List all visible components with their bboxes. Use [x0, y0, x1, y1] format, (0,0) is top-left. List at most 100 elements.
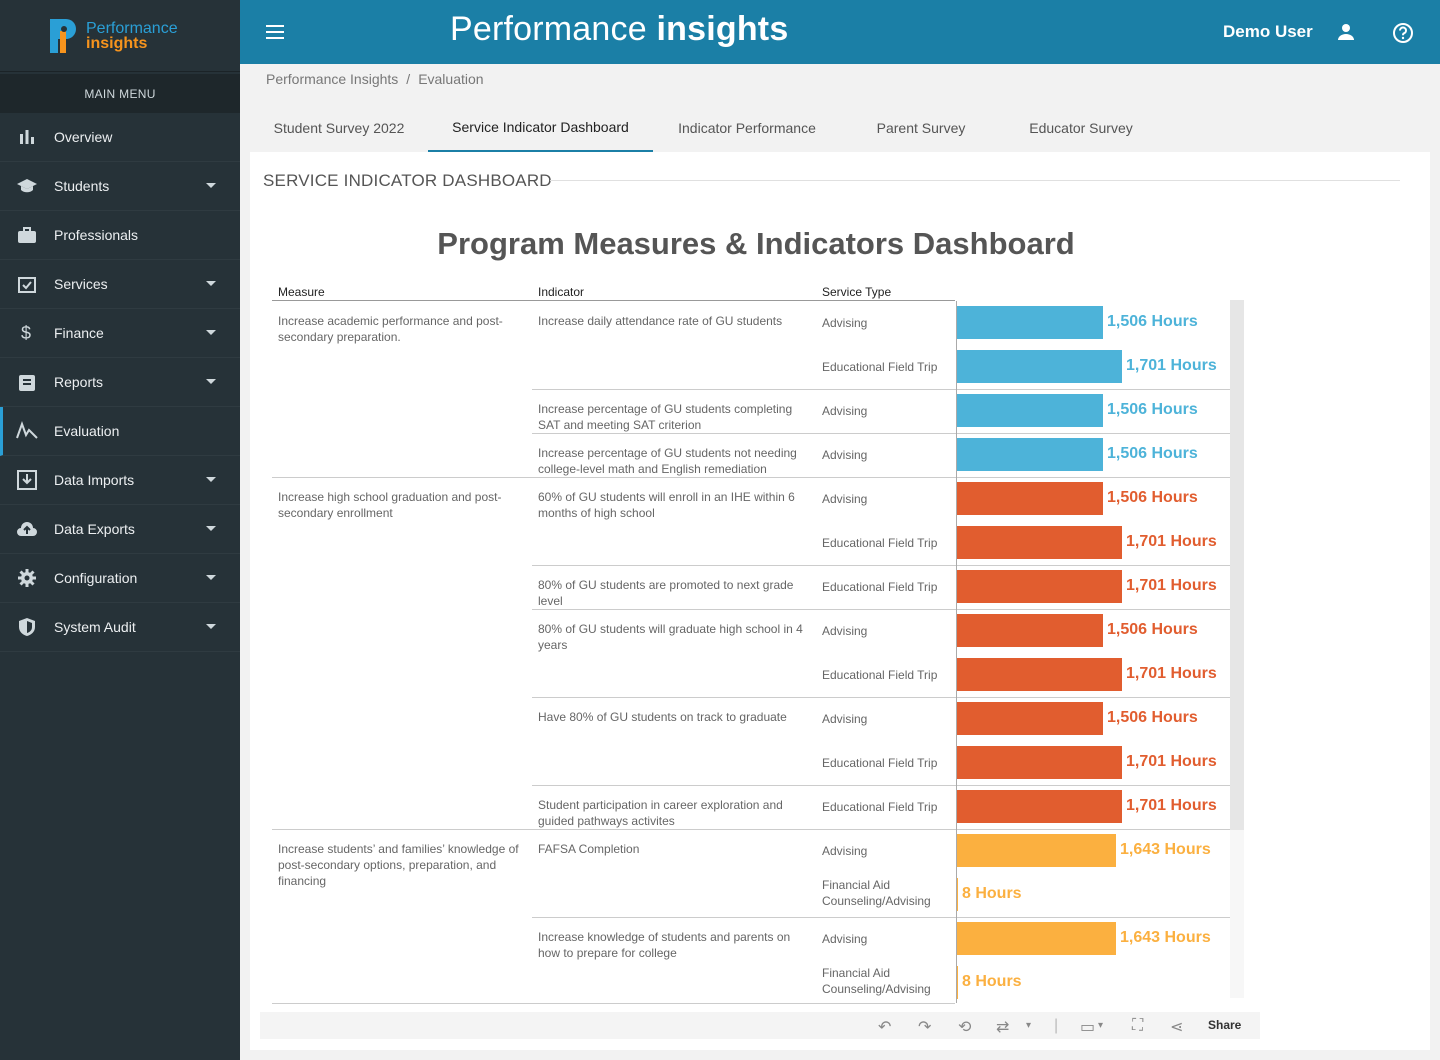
section-divider — [550, 180, 1400, 181]
undo-icon[interactable]: ↶ — [878, 1019, 892, 1036]
section-title: SERVICE INDICATOR DASHBOARD — [263, 171, 552, 190]
user-icon[interactable] — [1336, 22, 1356, 47]
sidebar-item-finance[interactable]: $ Finance — [0, 309, 240, 358]
hours-bar[interactable] — [957, 394, 1103, 427]
chevron-down-icon[interactable] — [206, 477, 216, 482]
logo-text-line1: Performance — [86, 19, 178, 37]
indicator-divider — [532, 917, 1230, 918]
chevron-down-icon[interactable] — [206, 379, 216, 384]
breadcrumb-root[interactable]: Performance Insights — [266, 71, 399, 87]
user-name[interactable]: Demo User — [1223, 22, 1313, 41]
hours-bar[interactable] — [957, 306, 1103, 339]
hours-bar[interactable] — [957, 482, 1103, 515]
hours-bar[interactable] — [957, 658, 1122, 691]
hours-data-label: 1,643 Hours — [1120, 841, 1211, 858]
service-type-label: Advising — [822, 404, 868, 418]
sidebar-item-data-exports[interactable]: Data Exports — [0, 505, 240, 554]
sidebar-item-services[interactable]: Services — [0, 260, 240, 309]
sidebar-item-data-imports[interactable]: Data Imports — [0, 456, 240, 505]
comment-icon[interactable]: ▭ — [1080, 1019, 1096, 1036]
indicator-label: FAFSA Completion — [538, 842, 640, 856]
clipboard-icon — [16, 371, 38, 393]
column-header-measure: Measure — [278, 285, 325, 299]
indicator-label: Increase percentage of GU students compl… — [538, 402, 793, 432]
hours-bar[interactable] — [957, 834, 1116, 867]
hours-bar[interactable] — [957, 878, 958, 911]
hamburger-menu-icon[interactable] — [266, 25, 284, 43]
hours-data-label: 1,506 Hours — [1107, 401, 1198, 418]
redo-icon[interactable]: ↷ — [918, 1019, 932, 1036]
sidebar-item-system-audit[interactable]: System Audit — [0, 603, 240, 652]
chevron-down-icon[interactable] — [206, 330, 216, 335]
fullscreen-icon[interactable]: ⛶ — [1132, 1017, 1144, 1034]
header-divider — [272, 300, 955, 301]
sidebar-item-evaluation[interactable]: Evaluation — [0, 407, 240, 456]
help-icon[interactable] — [1392, 22, 1414, 49]
hours-data-label: 1,701 Hours — [1126, 357, 1217, 374]
sidebar-item-professionals[interactable]: Professionals — [0, 211, 240, 260]
measure-divider — [272, 477, 1230, 478]
indicator-divider — [532, 433, 1230, 434]
column-header-indicator: Indicator — [538, 285, 585, 299]
tab-indicator-performance[interactable]: Indicator Performance — [678, 120, 816, 136]
chevron-down-icon[interactable] — [206, 526, 216, 531]
chevron-down-icon[interactable] — [206, 281, 216, 286]
hours-data-label: 1,506 Hours — [1107, 489, 1198, 506]
hours-bar[interactable] — [957, 790, 1122, 823]
revert-icon[interactable]: ⟲ — [958, 1019, 972, 1036]
hours-bar[interactable] — [957, 966, 958, 999]
service-type-label: Advising — [822, 448, 868, 462]
sidebar: Performance insights MAIN MENU Overview S… — [0, 0, 240, 1060]
hours-bar[interactable] — [957, 702, 1103, 735]
hours-data-label: 1,701 Hours — [1126, 533, 1217, 550]
toolbar-divider: | — [1054, 1017, 1059, 1034]
hours-bar[interactable] — [957, 438, 1103, 471]
import-icon — [16, 469, 38, 491]
service-type-label: Advising — [822, 492, 868, 506]
cloud-upload-icon — [16, 518, 38, 540]
svg-text:$: $ — [21, 323, 31, 343]
comment-dropdown-icon[interactable]: ▾ — [1098, 1020, 1104, 1031]
sidebar-item-reports[interactable]: Reports — [0, 358, 240, 407]
indicator-divider — [532, 785, 1230, 786]
sidebar-item-label: Overview — [54, 129, 113, 145]
tab-service-indicator-dashboard[interactable]: Service Indicator Dashboard — [428, 104, 653, 152]
table-bottom-divider — [272, 1003, 955, 1004]
evaluation-icon — [16, 420, 38, 442]
chevron-down-icon[interactable] — [206, 575, 216, 580]
chevron-down-icon[interactable] — [206, 624, 216, 629]
dollar-icon: $ — [16, 322, 38, 344]
logo-mark-icon — [48, 17, 78, 55]
hours-bar[interactable] — [957, 922, 1116, 955]
hours-bar[interactable] — [957, 570, 1122, 603]
refresh-dropdown-icon[interactable]: ▾ — [1026, 1020, 1032, 1031]
hours-data-label: 1,506 Hours — [1107, 709, 1198, 726]
sidebar-item-configuration[interactable]: Configuration — [0, 554, 240, 603]
hours-bar[interactable] — [957, 614, 1103, 647]
hours-bar[interactable] — [957, 350, 1122, 383]
viz-scrollbar[interactable] — [1230, 300, 1244, 830]
shield-icon — [16, 616, 38, 638]
service-type-label: Educational Field Trip — [822, 360, 938, 374]
sidebar-item-label: Data Exports — [54, 521, 135, 537]
sidebar-item-overview[interactable]: Overview — [0, 113, 240, 162]
tab-student-survey-2022[interactable]: Student Survey 2022 — [273, 120, 405, 136]
indicator-divider — [532, 609, 1230, 610]
app-logo[interactable]: Performance insights — [0, 0, 240, 72]
hours-bar[interactable] — [957, 526, 1122, 559]
sidebar-item-label: Reports — [54, 374, 104, 390]
hours-bar[interactable] — [957, 746, 1122, 779]
tab-parent-survey[interactable]: Parent Survey — [876, 120, 966, 136]
share-button[interactable]: Share — [1208, 1018, 1242, 1032]
sidebar-item-students[interactable]: Students — [0, 162, 240, 211]
viz-toolbar: ↶ ↷ ⟲ ⇄ ▾ | ▭ ▾ ⛶ ⋖ Share — [260, 1012, 1260, 1039]
chevron-down-icon[interactable] — [206, 183, 216, 188]
hours-data-label: 8 Hours — [962, 973, 1022, 990]
refresh-icon[interactable]: ⇄ — [996, 1019, 1010, 1036]
indicator-divider — [532, 389, 1230, 390]
hours-data-label: 1,701 Hours — [1126, 665, 1217, 682]
content-card: SERVICE INDICATOR DASHBOARD Program Meas… — [250, 152, 1430, 1050]
tab-educator-survey[interactable]: Educator Survey — [1029, 120, 1133, 136]
hours-data-label: 1,506 Hours — [1107, 621, 1198, 638]
share-icon[interactable]: ⋖ — [1170, 1019, 1184, 1036]
